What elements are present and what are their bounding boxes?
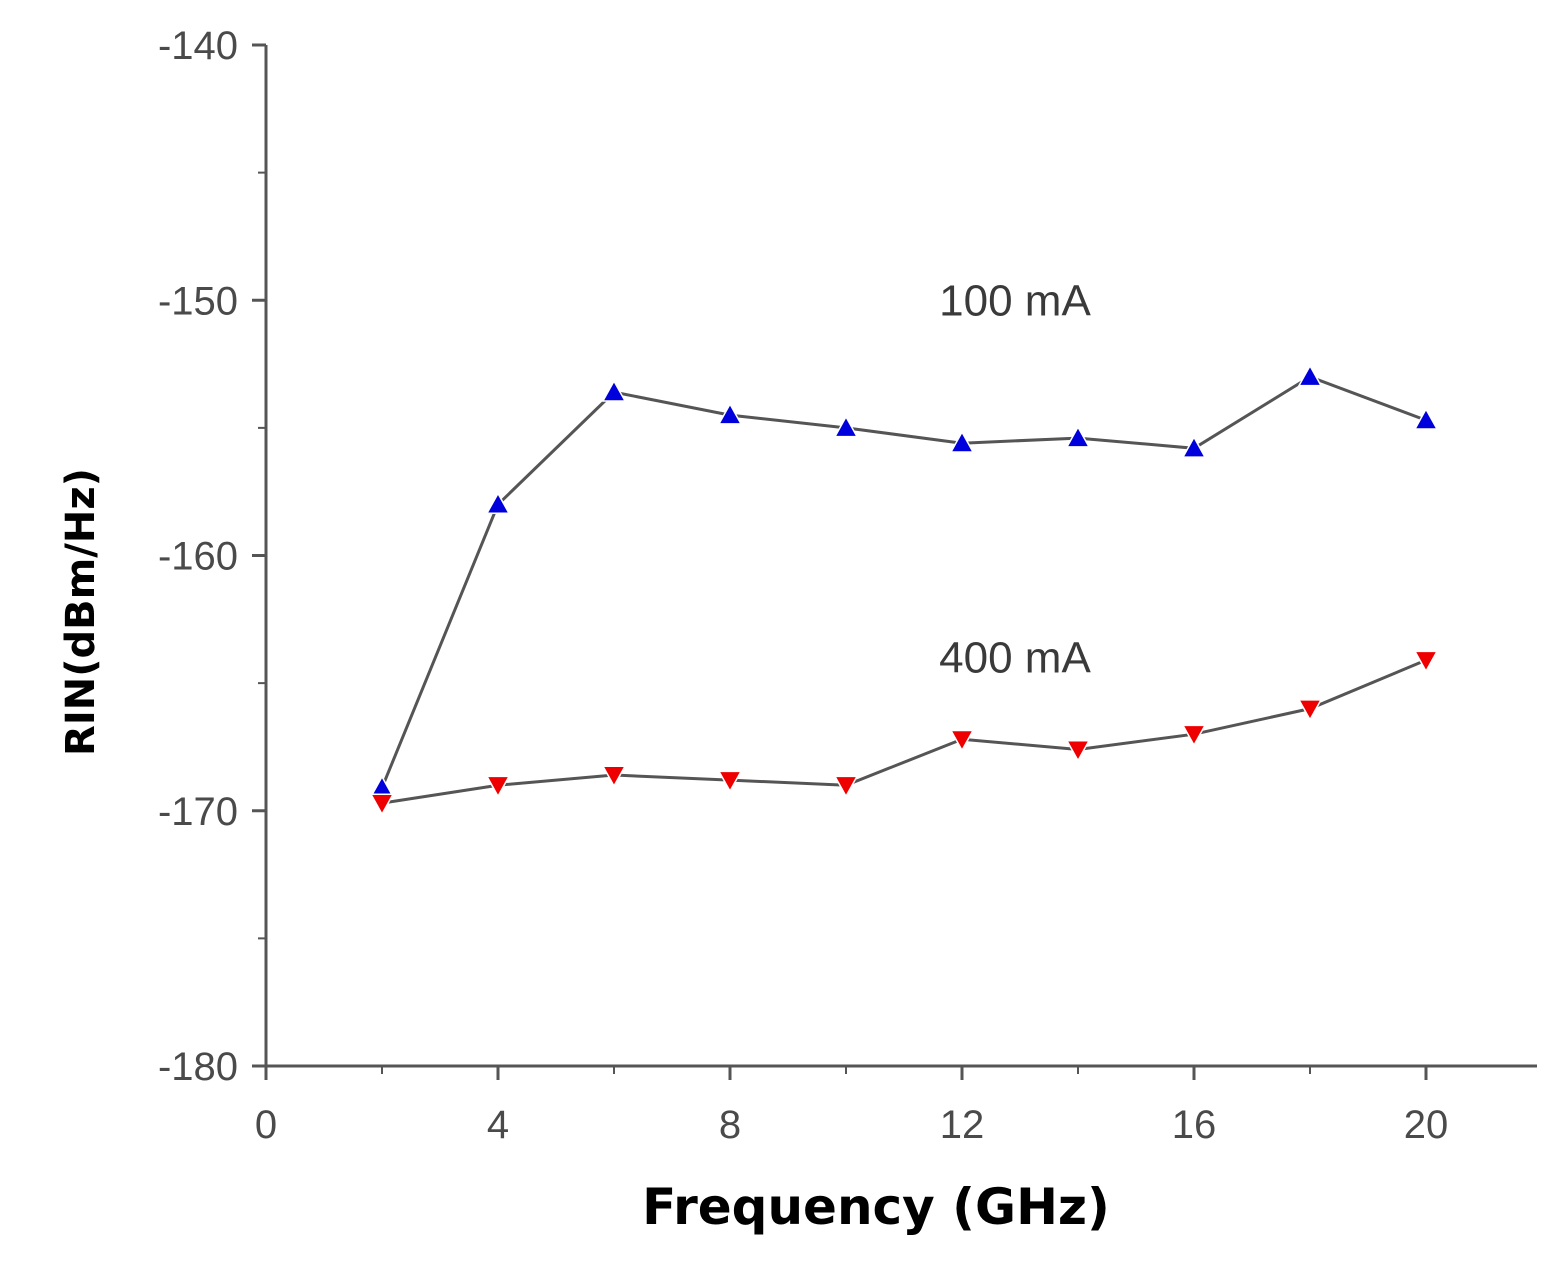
annotations: 100 mA 400 mA [939, 276, 1091, 682]
axes [264, 45, 1537, 1068]
x-tick-label: 4 [487, 1103, 509, 1147]
series-2-point [1065, 739, 1091, 763]
series-layer [369, 364, 1439, 816]
series-1-point [833, 415, 859, 438]
series-1-point [1065, 425, 1091, 448]
series-1-point [1413, 407, 1439, 430]
series-2-point [949, 729, 975, 752]
series-2-point [717, 770, 743, 793]
x-axis-title: Frequency (GHz) [642, 1178, 1110, 1236]
ticks [252, 43, 1428, 1080]
series-1-point [949, 430, 975, 453]
series-1 [369, 364, 1439, 798]
series-2-point [485, 775, 511, 798]
y-tick-label: -150 [158, 279, 238, 323]
y-tick-label: -170 [158, 790, 238, 834]
x-tick-label: 8 [719, 1103, 741, 1147]
x-tick-label: 12 [940, 1103, 985, 1147]
series-1-point [1297, 364, 1323, 387]
tick-labels: -180 -170 -160 -150 -140 0 4 8 12 16 20 [158, 24, 1448, 1147]
y-tick-label: -180 [158, 1045, 238, 1089]
x-tick-label: 16 [1172, 1103, 1217, 1147]
x-tick-label: 0 [255, 1103, 277, 1147]
series-annotation: 100 mA [939, 276, 1091, 325]
series-annotation: 400 mA [939, 634, 1091, 683]
series-2-point [601, 765, 627, 788]
series-1-line [380, 375, 1427, 789]
series-1-point [717, 402, 743, 425]
series-2-line [381, 658, 1427, 805]
y-axis-title: RIN(dBm/Hz) [58, 468, 104, 756]
series-2 [369, 650, 1439, 816]
series-1-point [601, 379, 627, 402]
series-2-point [1181, 724, 1207, 747]
series-2-point [1413, 650, 1439, 673]
series-2-point [833, 775, 859, 798]
series-1-point [485, 491, 511, 514]
y-tick-label: -160 [158, 535, 238, 579]
series-1-point [1181, 435, 1207, 458]
x-tick-label: 20 [1404, 1103, 1449, 1147]
y-tick-label: -140 [158, 24, 238, 68]
series-2-point [1297, 699, 1323, 722]
series-2-point [369, 793, 395, 816]
